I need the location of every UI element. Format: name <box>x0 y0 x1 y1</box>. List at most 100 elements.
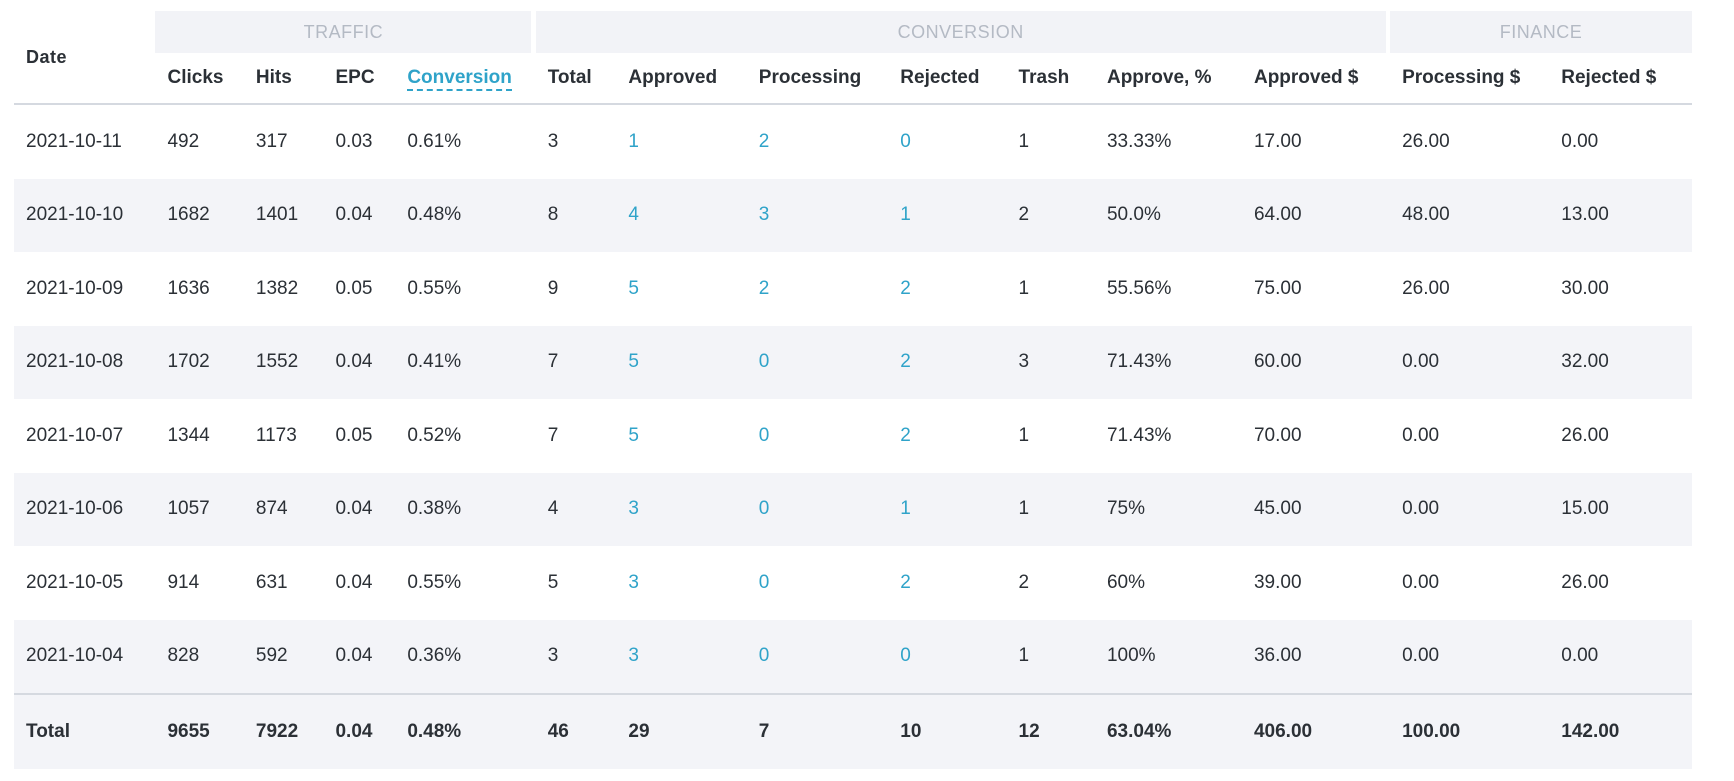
cell-rejected-link[interactable]: 2 <box>900 351 911 373</box>
cell-approved-usd: 39.00 <box>1253 571 1302 593</box>
stats-table-container: Date TRAFFIC CONVERSION FINANCE Clicks H… <box>14 11 1692 769</box>
column-header-approved[interactable]: Approved <box>616 53 747 105</box>
cell-total: 4 <box>535 472 617 546</box>
column-header-rejected-usd[interactable]: Rejected $ <box>1549 53 1692 105</box>
cell-approved-link[interactable]: 1 <box>628 130 639 152</box>
column-header-hits[interactable]: Hits <box>243 53 324 105</box>
cell-clicks: 1682 <box>155 178 244 252</box>
cell-conversion: 0.36% <box>395 619 532 693</box>
table-row: 2021-10-11 492 317 0.03 0.61% 3 1 2 0 1 33.33% 17.0… <box>14 105 1692 179</box>
cell-conversion: 0.61% <box>407 130 462 152</box>
column-header-processing[interactable]: Processing <box>746 53 889 105</box>
column-header-conversion[interactable]: Conversion <box>395 53 532 105</box>
cell-trash: 1 <box>1018 130 1030 152</box>
cell-processing-link[interactable]: 2 <box>758 130 770 152</box>
cell-processing: 2 <box>747 105 888 179</box>
cell-rejected-usd: 26.00 <box>1561 571 1609 593</box>
cell-conversion: 0.55% <box>407 571 462 593</box>
conversion-tooltip-link[interactable]: Conversion <box>407 67 512 91</box>
cell-approved-link[interactable]: 5 <box>628 277 639 299</box>
cell-processing: 0 <box>746 472 889 546</box>
cell-processing-link[interactable]: 0 <box>758 498 770 520</box>
cell-conversion: 0.38% <box>395 472 532 546</box>
cell-processing-link[interactable]: 2 <box>758 277 770 299</box>
cell-approve-pct: 100% <box>1094 619 1242 693</box>
cell-approved-usd: 45.00 <box>1241 472 1386 546</box>
cell-date: 2021-10-08 <box>14 325 156 399</box>
totals-total: 46 <box>535 693 617 769</box>
cell-trash: 1 <box>1006 619 1095 693</box>
cell-date: 2021-10-09 <box>26 277 124 299</box>
cell-rejected-link[interactable]: 2 <box>900 424 911 446</box>
column-header-epc[interactable]: EPC <box>323 53 396 105</box>
cell-hits: 1401 <box>243 178 324 252</box>
column-header-rejected[interactable]: Rejected <box>888 53 1007 105</box>
cell-approved-usd: 60.00 <box>1241 325 1386 399</box>
cell-date: 2021-10-11 <box>26 130 122 152</box>
cell-processing-link[interactable]: 0 <box>758 571 770 593</box>
totals-clicks: 9655 <box>155 693 244 769</box>
totals-approved-usd: 406.00 <box>1241 693 1386 769</box>
column-header-approve-pct[interactable]: Approve, % <box>1094 53 1242 105</box>
cell-approve-pct: 75% <box>1094 472 1242 546</box>
totals-approve-pct: 63.04% <box>1094 693 1242 769</box>
cell-approved-link[interactable]: 3 <box>628 645 639 667</box>
group-header-conversion: CONVERSION <box>535 11 1386 53</box>
cell-processing-link[interactable]: 0 <box>758 424 770 446</box>
cell-approved-link[interactable]: 4 <box>628 204 639 226</box>
cell-rejected-link[interactable]: 2 <box>900 277 911 299</box>
cell-trash: 2 <box>1018 571 1030 593</box>
cell-approved-link[interactable]: 3 <box>628 498 639 520</box>
column-header-clicks[interactable]: Clicks <box>155 53 244 105</box>
cell-processing-link[interactable]: 0 <box>758 351 770 373</box>
cell-approve-pct: 33.33% <box>1106 130 1172 152</box>
cell-rejected-link[interactable]: 1 <box>900 204 911 226</box>
cell-conversion: 0.48% <box>395 178 532 252</box>
column-header-date[interactable]: Date <box>14 11 156 105</box>
column-header-processing-usd[interactable]: Processing $ <box>1390 53 1550 105</box>
cell-rejected-link[interactable]: 0 <box>900 130 911 152</box>
cell-rejected: 2 <box>888 252 1006 326</box>
column-header-total[interactable]: Total <box>535 53 617 105</box>
cell-approved: 5 <box>616 252 746 326</box>
cell-rejected-usd: 0.00 <box>1561 130 1599 152</box>
cell-rejected-link[interactable]: 0 <box>900 645 911 667</box>
cell-approved-link[interactable]: 3 <box>628 571 639 593</box>
cell-trash: 1 <box>1018 424 1030 446</box>
cell-processing-link[interactable]: 0 <box>758 645 770 667</box>
column-header-trash[interactable]: Trash <box>1006 53 1095 105</box>
cell-rejected-usd: 30.00 <box>1561 277 1609 299</box>
cell-rejected-usd: 26.00 <box>1561 424 1609 446</box>
column-divider <box>531 693 536 769</box>
cell-approved: 3 <box>616 619 747 693</box>
totals-conversion: 0.48% <box>395 693 532 769</box>
cell-epc: 0.04 <box>323 325 396 399</box>
cell-conversion: 0.55% <box>407 277 462 299</box>
cell-rejected-link[interactable]: 2 <box>900 571 911 593</box>
totals-approved: 29 <box>616 693 747 769</box>
column-header-approved-usd[interactable]: Approved $ <box>1241 53 1386 105</box>
cell-approve-pct: 60% <box>1106 571 1145 593</box>
totals-hits: 7922 <box>243 693 324 769</box>
column-divider <box>1385 178 1391 252</box>
cell-approved: 4 <box>616 178 747 252</box>
cell-processing: 3 <box>746 178 889 252</box>
cell-epc: 0.05 <box>335 424 373 446</box>
cell-processing: 2 <box>747 252 888 326</box>
cell-epc: 0.04 <box>323 619 396 693</box>
column-divider <box>531 178 536 252</box>
cell-rejected-usd: 15.00 <box>1549 472 1692 546</box>
cell-rejected-link[interactable]: 1 <box>900 498 911 520</box>
cell-clicks: 1636 <box>167 277 210 299</box>
cell-processing-link[interactable]: 3 <box>758 204 770 226</box>
table-row: 2021-10-07 1344 1173 0.05 0.52% 7 5 0 2 1 71.43% 70… <box>14 399 1692 473</box>
cell-approved-link[interactable]: 5 <box>628 351 639 373</box>
table-row: 2021-10-05 914 631 0.04 0.55% 5 3 0 2 2 60% 39.00 0.… <box>14 546 1692 620</box>
cell-rejected-usd: 32.00 <box>1549 325 1692 399</box>
column-divider <box>1385 325 1391 399</box>
cell-approved-link[interactable]: 5 <box>628 424 639 446</box>
totals-epc: 0.04 <box>323 693 396 769</box>
cell-processing: 0 <box>747 399 888 473</box>
cell-approve-pct: 50.0% <box>1094 178 1242 252</box>
column-header-row: Clicks Hits EPC Conversion Total Approve… <box>14 53 1692 105</box>
